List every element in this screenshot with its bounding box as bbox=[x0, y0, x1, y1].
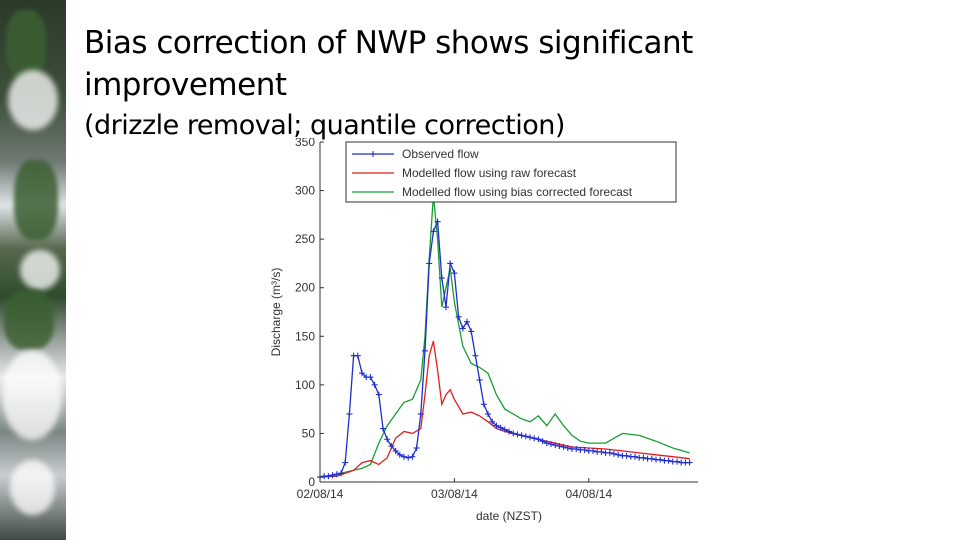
observed-point bbox=[552, 442, 559, 449]
observed-point bbox=[338, 470, 344, 477]
y-tick-label: 100 bbox=[295, 378, 315, 392]
observed-point bbox=[447, 260, 454, 267]
observed-point bbox=[615, 451, 622, 458]
observed-point bbox=[527, 434, 533, 441]
observed-point bbox=[556, 443, 563, 450]
observed-point bbox=[543, 440, 550, 447]
observed-point bbox=[346, 411, 353, 417]
y-tick-label: 300 bbox=[295, 184, 315, 198]
observed-point bbox=[581, 446, 588, 453]
observed-point bbox=[342, 459, 349, 466]
observed-point bbox=[388, 443, 395, 450]
observed-point bbox=[392, 447, 399, 454]
observed-point bbox=[611, 450, 617, 457]
y-tick-label: 50 bbox=[302, 426, 316, 440]
legend-entry-0: Observed flow bbox=[402, 147, 479, 161]
observed-point bbox=[417, 411, 424, 417]
observed-point bbox=[522, 433, 529, 440]
observed-point bbox=[489, 418, 496, 425]
observed-point bbox=[665, 457, 672, 464]
observed-point bbox=[548, 441, 554, 448]
x-tick-label: 02/08/14 bbox=[297, 487, 344, 501]
series-layer bbox=[317, 195, 693, 481]
series-line-2 bbox=[319, 195, 690, 478]
observed-point bbox=[401, 453, 407, 460]
observed-point bbox=[518, 432, 525, 439]
observed-point bbox=[657, 456, 664, 463]
observed-point bbox=[468, 328, 475, 335]
observed-point bbox=[434, 218, 441, 225]
observed-point bbox=[426, 260, 433, 267]
observed-point bbox=[539, 438, 546, 445]
observed-point bbox=[409, 453, 416, 460]
observed-point bbox=[632, 453, 638, 460]
observed-point bbox=[325, 473, 332, 480]
observed-point bbox=[606, 449, 613, 456]
observed-point bbox=[422, 347, 428, 354]
legend-entry-1: Modelled flow using raw forecast bbox=[402, 166, 577, 180]
observed-point bbox=[451, 270, 458, 277]
observed-point bbox=[648, 455, 655, 462]
observed-point bbox=[367, 374, 374, 381]
observed-point bbox=[573, 445, 580, 452]
axes-layer: 0 50 100 150 200 250 300 350 02/08/14 03/08/14 04/… bbox=[295, 138, 698, 501]
x-tick-label: 03/08/14 bbox=[431, 487, 478, 501]
observed-point bbox=[464, 318, 470, 325]
observed-point bbox=[396, 451, 403, 458]
legend-entry-2: Modelled flow using bias corrected forec… bbox=[402, 185, 633, 199]
observed-point bbox=[443, 304, 449, 311]
observed-point bbox=[485, 411, 491, 417]
observed-point bbox=[510, 430, 517, 437]
slide-title-line1: Bias correction of NWP shows significant bbox=[84, 25, 693, 61]
legend-box bbox=[345, 141, 677, 203]
observed-point bbox=[493, 422, 500, 429]
observed-point bbox=[413, 445, 420, 451]
y-tick-label: 0 bbox=[308, 475, 315, 489]
observed-point bbox=[354, 352, 361, 359]
y-tick-label: 150 bbox=[295, 329, 315, 343]
observed-point bbox=[531, 435, 538, 442]
observed-point bbox=[375, 391, 382, 398]
x-tick-label: 04/08/14 bbox=[565, 487, 612, 501]
observed-point bbox=[623, 452, 630, 459]
y-tick-label: 350 bbox=[295, 138, 315, 149]
y-tick-label: 200 bbox=[295, 281, 315, 295]
observed-point bbox=[598, 448, 605, 455]
observed-point bbox=[501, 426, 508, 433]
slide-title: Bias correction of NWP shows significant… bbox=[84, 22, 693, 106]
observed-point bbox=[455, 313, 462, 320]
observed-point bbox=[472, 352, 479, 359]
observed-point bbox=[430, 228, 437, 235]
series-line-0 bbox=[319, 221, 690, 478]
observed-point bbox=[384, 436, 391, 443]
observed-point bbox=[459, 325, 466, 332]
observed-point bbox=[514, 431, 521, 438]
x-axis-label: date (NZST) bbox=[476, 509, 542, 523]
observed-point bbox=[497, 424, 504, 431]
y-tick-label: 250 bbox=[295, 232, 315, 246]
observed-point bbox=[329, 472, 336, 479]
observed-point bbox=[380, 425, 386, 432]
observed-point bbox=[359, 370, 365, 377]
legend: Observed flow Modelled flow using raw for… bbox=[345, 141, 677, 203]
observed-point bbox=[674, 458, 680, 465]
observed-point bbox=[560, 444, 567, 451]
observed-point bbox=[640, 454, 647, 461]
observed-point bbox=[506, 428, 512, 435]
discharge-chart: 0 50 100 150 200 250 300 350 02/08/14 03/08/14 04/… bbox=[269, 138, 698, 523]
observed-point bbox=[333, 471, 340, 478]
slide-title-line2: improvement bbox=[84, 67, 287, 103]
observed-point bbox=[480, 401, 487, 408]
slide-subtitle: (drizzle removal; quantile correction) bbox=[84, 110, 565, 141]
observed-point bbox=[476, 377, 483, 383]
observed-point bbox=[371, 381, 378, 388]
satellite-image-strip bbox=[0, 0, 66, 540]
observed-point bbox=[535, 436, 542, 443]
observed-point bbox=[590, 447, 596, 454]
y-axis-label: Discharge (m³/s) bbox=[269, 268, 283, 357]
observed-point bbox=[686, 459, 693, 466]
observed-point bbox=[564, 445, 571, 451]
observed-point bbox=[405, 454, 412, 461]
observed-point bbox=[438, 275, 445, 281]
